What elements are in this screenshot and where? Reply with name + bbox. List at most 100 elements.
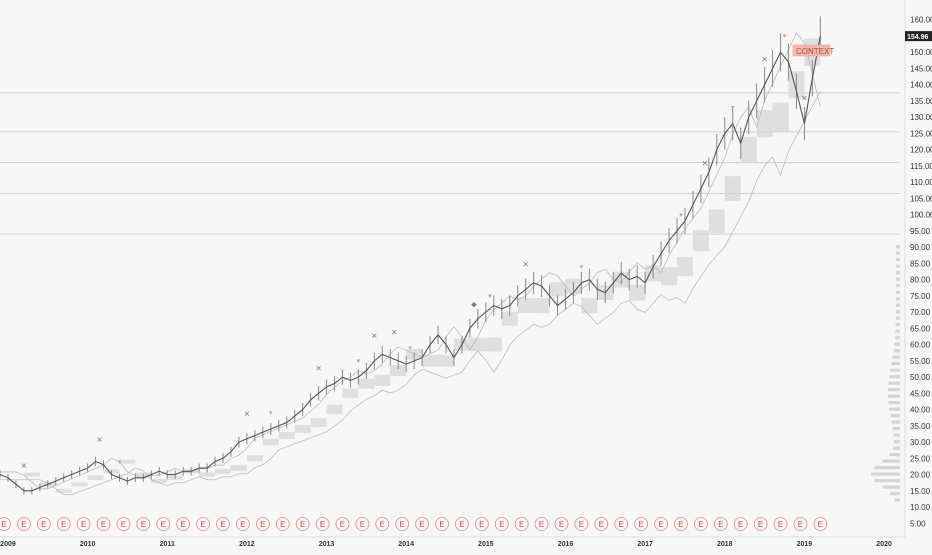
earnings-marker[interactable] — [654, 517, 668, 531]
earnings-marker[interactable] — [156, 517, 171, 531]
earnings-marker[interactable] — [793, 517, 808, 531]
volume-profile-bar — [890, 368, 900, 372]
x-tick-label: 2020 — [876, 541, 892, 548]
earnings-marker[interactable] — [733, 517, 748, 531]
cloud-box — [549, 282, 566, 297]
earnings-marker[interactable] — [395, 517, 410, 531]
cloud-box — [23, 472, 40, 477]
cloud-box — [230, 465, 247, 471]
earnings-marker-label: E — [240, 520, 245, 529]
x-marker: × — [316, 363, 322, 374]
earnings-marker[interactable] — [315, 517, 330, 531]
volume-profile-bar — [888, 394, 900, 398]
volume-profile-bar — [882, 485, 900, 489]
x-marker: × — [391, 328, 397, 339]
cloud-box — [772, 102, 789, 132]
volume-profile-bar — [895, 290, 900, 294]
y-tick-label: 115.00 — [910, 162, 932, 171]
earnings-marker[interactable] — [455, 517, 469, 531]
earnings-marker[interactable] — [634, 517, 649, 531]
earnings-marker[interactable] — [56, 517, 71, 531]
volume-profile-bar — [888, 381, 900, 385]
volume-profile-bar — [895, 258, 900, 262]
earnings-marker[interactable] — [753, 517, 768, 531]
volume-profile-bar — [888, 388, 900, 392]
x-marker: × — [21, 461, 27, 472]
earnings-marker[interactable] — [813, 517, 828, 531]
cloud-box — [629, 284, 646, 301]
earnings-marker-label: E — [200, 520, 205, 529]
earnings-marker-label: E — [738, 520, 743, 529]
earnings-marker[interactable] — [415, 517, 430, 531]
earnings-marker[interactable] — [514, 517, 529, 531]
y-tick-label: 5.00 — [910, 519, 926, 528]
volume-profile-bar — [882, 459, 900, 463]
earnings-marker[interactable] — [255, 517, 270, 531]
earnings-marker[interactable] — [116, 517, 131, 531]
earnings-marker[interactable] — [474, 517, 489, 531]
y-tick-label: 90.00 — [910, 243, 931, 252]
cloud-box — [358, 378, 375, 389]
earnings-marker[interactable] — [494, 517, 509, 531]
earnings-marker[interactable] — [16, 517, 31, 531]
earnings-marker[interactable] — [435, 517, 449, 531]
earnings-marker-label: E — [161, 520, 166, 529]
earnings-marker-label: E — [758, 520, 763, 529]
earnings-marker[interactable] — [773, 517, 788, 531]
envelope-upper-line — [0, 31, 821, 490]
triangle-marker: ▾ — [731, 105, 735, 112]
earnings-marker[interactable] — [216, 517, 230, 531]
volume-profile-bar — [870, 472, 900, 476]
earnings-marker[interactable] — [236, 517, 250, 531]
earnings-marker[interactable] — [713, 517, 728, 531]
earnings-marker[interactable] — [295, 517, 310, 531]
earnings-marker[interactable] — [574, 517, 589, 531]
y-tick-label: 40.00 — [910, 406, 931, 415]
earnings-marker[interactable] — [375, 517, 390, 531]
earnings-marker[interactable] — [614, 517, 629, 531]
earnings-marker[interactable] — [275, 517, 290, 531]
earnings-marker[interactable] — [355, 517, 370, 531]
earnings-marker[interactable] — [335, 517, 350, 531]
earnings-marker[interactable] — [594, 517, 609, 531]
earnings-marker[interactable] — [176, 517, 191, 531]
earnings-marker[interactable] — [36, 517, 51, 531]
earnings-marker[interactable] — [674, 517, 688, 531]
earnings-marker[interactable] — [196, 517, 210, 531]
earnings-marker-label: E — [619, 520, 624, 529]
y-tick-label: 50.00 — [910, 373, 931, 382]
earnings-marker[interactable] — [693, 517, 708, 531]
context-annotation[interactable]: CONTEXT — [792, 44, 834, 57]
volume-profile-bar — [896, 251, 900, 255]
earnings-marker-label: E — [280, 520, 285, 529]
volume-profile-bar — [892, 355, 900, 359]
y-tick-label: 35.00 — [910, 422, 931, 431]
triangle-marker: ▾ — [488, 293, 492, 300]
cloud-box — [310, 418, 327, 427]
earnings-marker[interactable] — [534, 517, 549, 531]
earnings-marker[interactable] — [76, 517, 91, 531]
earnings-marker[interactable] — [136, 517, 151, 531]
cloud-box — [469, 337, 486, 352]
earnings-marker-label: E — [21, 520, 26, 529]
earnings-marker[interactable] — [96, 517, 111, 531]
earnings-marker-label: E — [41, 520, 46, 529]
earnings-marker[interactable] — [554, 517, 569, 531]
y-tick-label: 145.00 — [910, 64, 932, 73]
box-cloud — [0, 31, 821, 496]
volume-profile-bar — [892, 446, 900, 450]
y-tick-label: 15.00 — [910, 487, 931, 496]
x-marker: × — [371, 331, 377, 342]
y-tick-label: 125.00 — [910, 129, 932, 138]
cloud-box — [533, 298, 550, 314]
x-tick-label: 2017 — [637, 541, 653, 548]
earnings-marker-label: E — [658, 520, 663, 529]
volume-profile-bar — [895, 329, 900, 333]
cloud-box — [390, 365, 407, 376]
earnings-marker[interactable] — [0, 517, 11, 531]
y-tick-label: 30.00 — [910, 438, 931, 447]
